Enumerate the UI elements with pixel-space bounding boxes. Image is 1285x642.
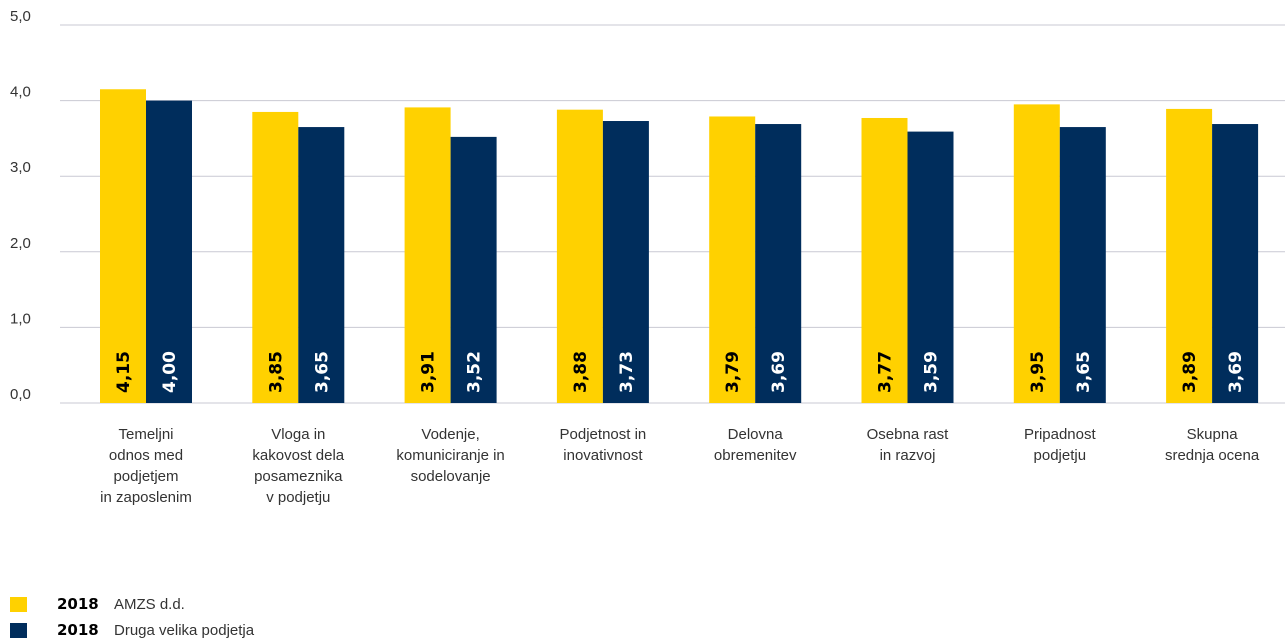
legend-label-amzs: AMZS d.d. <box>114 595 185 613</box>
bar-druga <box>1059 127 1106 403</box>
bar-druga <box>755 124 802 403</box>
x-tick-label-line: podjetju <box>1034 447 1087 464</box>
data-label: 3,73 <box>617 351 637 393</box>
y-tick-label: 5,0 <box>10 8 31 25</box>
legend-swatch-amzs <box>10 596 27 612</box>
legend-year-amzs: 2018 <box>57 595 99 613</box>
bar-druga <box>146 100 192 403</box>
bar-amzs <box>252 111 299 403</box>
bar-druga <box>1212 124 1259 403</box>
x-tick-label-line: Delovna <box>728 426 784 443</box>
x-tick-label: Pripadnost podjetju <box>1024 426 1097 464</box>
y-tick-label: 3,0 <box>10 159 31 176</box>
x-tick-label-line: sodelovanje <box>411 468 491 485</box>
data-label: 3,89 <box>1180 351 1200 393</box>
bar-amzs <box>1166 108 1213 403</box>
x-tick-label-line: in razvoj <box>880 447 936 464</box>
x-tick-label-line: Skupna <box>1187 426 1239 443</box>
x-tick-label-line: podjetjem <box>113 468 178 485</box>
x-tick-label-line: srednja ocena <box>1165 447 1260 464</box>
bar-druga <box>298 127 345 403</box>
data-label: 3,69 <box>1226 351 1246 393</box>
bars: 4,15 4,00 3,85 3,65 3,91 3,52 3,88 3,73 3,79 3,69… <box>100 89 1259 404</box>
bar-amzs <box>709 116 756 403</box>
data-label: 3,65 <box>312 351 332 393</box>
x-tick-label-line: Vloga in <box>271 426 325 443</box>
bar-druga <box>907 131 954 403</box>
x-tick-label: Podjetnost in inovativnost <box>560 426 647 464</box>
x-tick-label: Skupna srednja ocena <box>1165 426 1260 464</box>
y-tick-label: 2,0 <box>10 235 31 252</box>
legend-year-druga: 2018 <box>57 621 99 639</box>
data-label: 3,65 <box>1074 351 1094 393</box>
x-tick-label-line: v podjetju <box>266 489 330 506</box>
x-tick-label-line: posameznika <box>254 468 343 485</box>
y-tick-label: 4,0 <box>10 84 31 101</box>
legend-swatch-druga <box>10 622 27 638</box>
y-tick-label: 0,0 <box>10 386 31 403</box>
x-tick-label: Osebna rast in razvoj <box>867 426 950 464</box>
x-tick-label-line: Podjetnost in <box>560 426 647 443</box>
data-label: 3,91 <box>419 351 439 393</box>
x-tick-label: Vloga in kakovost dela posameznika v podjet… <box>252 426 344 506</box>
x-tick-label-line: in zaposlenim <box>100 489 192 506</box>
data-label: 3,85 <box>266 351 286 393</box>
data-label: 3,77 <box>876 351 896 393</box>
x-tick-label-line: komuniciranje in <box>396 447 504 464</box>
bar-druga <box>602 121 649 404</box>
x-axis: Temeljni odnos med podjetjem in zaposlenim V… <box>100 426 1260 506</box>
legend-item-druga: 2018 Druga velika podjetja <box>10 621 254 639</box>
x-tick-label-line: obremenitev <box>714 447 797 464</box>
legend-label-druga: Druga velika podjetja <box>114 621 255 639</box>
data-label: 3,69 <box>769 351 789 393</box>
x-tick-label: Delovna obremenitev <box>714 426 797 464</box>
data-label: 3,79 <box>723 351 743 393</box>
data-label: 4,00 <box>160 351 180 393</box>
x-tick-label: Vodenje, komuniciranje in sodelovanje <box>396 426 504 485</box>
x-tick-label-line: Vodenje, <box>421 426 479 443</box>
data-label: 3,88 <box>571 351 591 393</box>
bar-druga <box>450 136 497 403</box>
x-tick-label-line: odnos med <box>109 447 183 464</box>
y-axis: 0,0 1,0 2,0 3,0 4,0 5,0 <box>10 8 31 403</box>
data-label: 3,52 <box>465 351 485 393</box>
legend-item-amzs: 2018 AMZS d.d. <box>10 595 185 613</box>
data-label: 3,59 <box>922 351 942 393</box>
x-tick-label-line: kakovost dela <box>252 447 344 464</box>
bar-amzs <box>100 89 146 403</box>
bar-amzs <box>1013 104 1060 403</box>
x-tick-label-line: Osebna rast <box>867 426 950 443</box>
x-tick-label-line: Pripadnost <box>1024 426 1097 443</box>
bar-amzs <box>556 109 603 403</box>
data-label: 3,95 <box>1028 351 1048 393</box>
data-label: 4,15 <box>114 351 134 393</box>
x-tick-label-line: inovativnost <box>563 447 643 464</box>
x-tick-label-line: Temeljni <box>118 426 173 443</box>
x-tick-label: Temeljni odnos med podjetjem in zaposlenim <box>100 426 192 506</box>
y-tick-label: 1,0 <box>10 310 31 327</box>
bar-amzs <box>404 107 451 404</box>
bar-amzs <box>861 117 908 403</box>
